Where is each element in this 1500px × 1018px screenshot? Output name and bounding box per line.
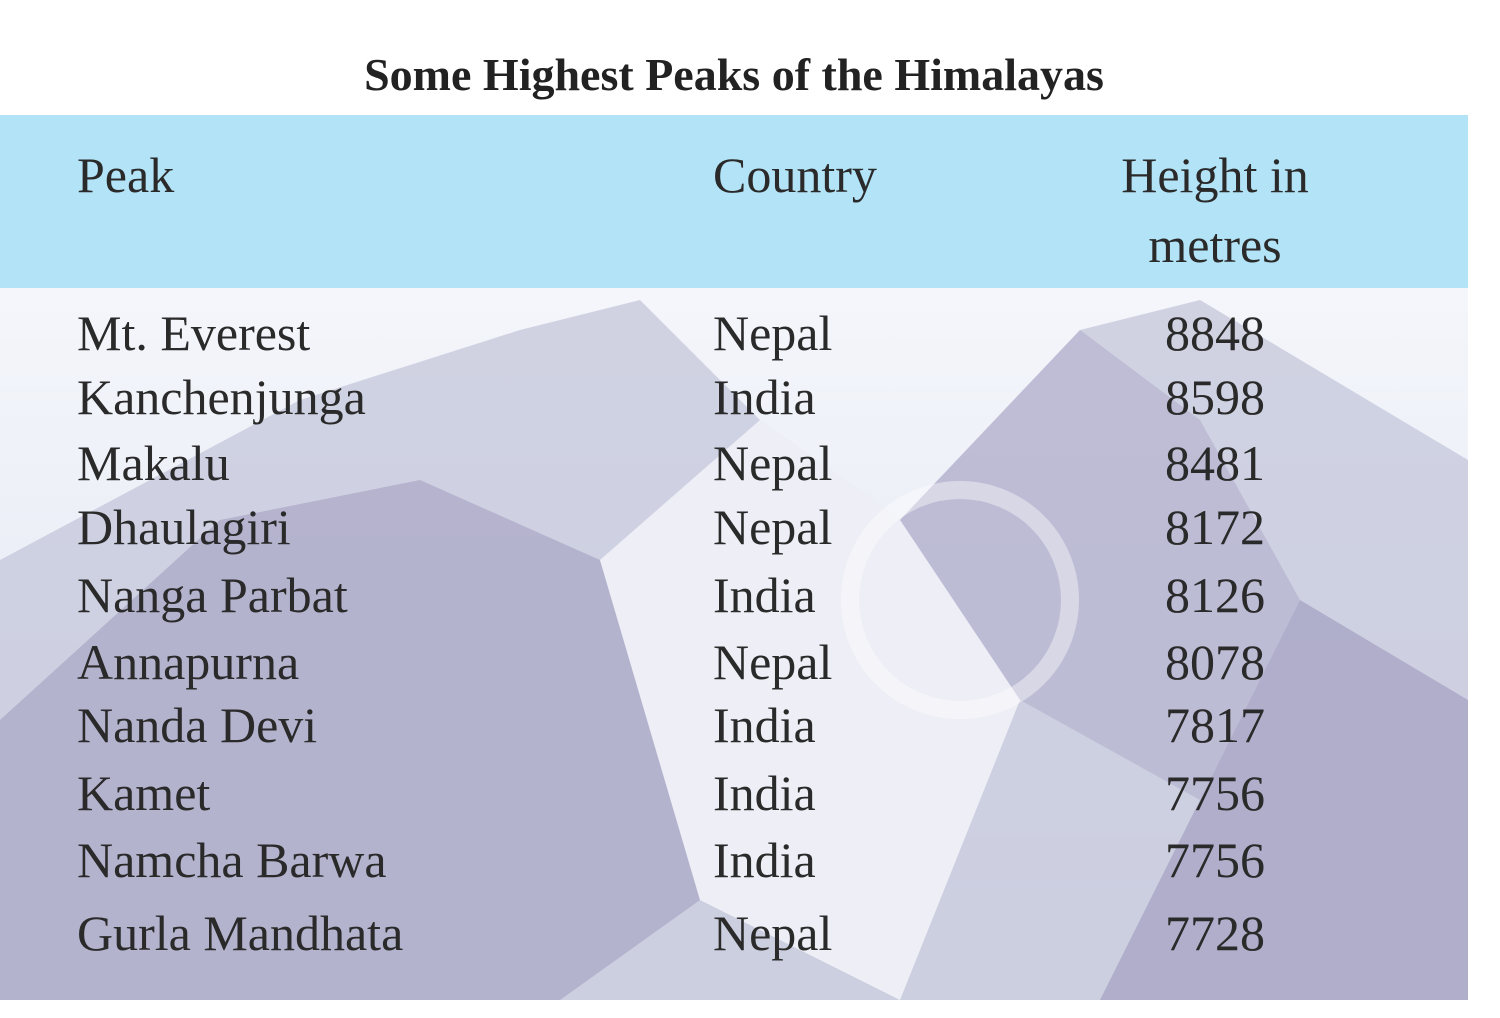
height: 8126 bbox=[1165, 567, 1265, 623]
height: 8598 bbox=[1165, 369, 1265, 425]
peak-name: Kanchenjunga bbox=[77, 369, 366, 425]
peak-name: Makalu bbox=[77, 435, 230, 491]
mountain-shadow bbox=[900, 330, 1300, 800]
column-header: Country bbox=[713, 147, 877, 203]
height: 7728 bbox=[1165, 905, 1265, 961]
country: Nepal bbox=[713, 435, 833, 491]
watermark bbox=[841, 481, 1079, 719]
country: Nepal bbox=[713, 499, 833, 555]
country: Nepal bbox=[713, 305, 833, 361]
height: 8078 bbox=[1165, 634, 1265, 690]
height: 8172 bbox=[1165, 499, 1265, 555]
country: India bbox=[713, 369, 816, 425]
column-header: Peak bbox=[77, 147, 175, 203]
height: 7756 bbox=[1165, 765, 1265, 821]
height: 8848 bbox=[1165, 305, 1265, 361]
country: India bbox=[713, 832, 816, 888]
height: 8481 bbox=[1165, 435, 1265, 491]
country: India bbox=[713, 697, 816, 753]
peak-name: Namcha Barwa bbox=[77, 832, 387, 888]
mountain-shadow bbox=[0, 480, 700, 1000]
column-header: Height in metres bbox=[1121, 147, 1309, 273]
peak-name: Annapurna bbox=[77, 634, 300, 690]
peak-name: Nanga Parbat bbox=[77, 567, 348, 623]
country: India bbox=[713, 567, 816, 623]
header-band bbox=[0, 115, 1468, 288]
height: 7756 bbox=[1165, 832, 1265, 888]
peak-name: Kamet bbox=[77, 765, 211, 821]
peak-name: Nanda Devi bbox=[77, 697, 318, 753]
mountain-shadow bbox=[1100, 600, 1468, 1000]
peak-name: Dhaulagiri bbox=[77, 499, 291, 555]
title: Some Highest Peaks of the Himalayas bbox=[364, 49, 1104, 100]
peak-name: Gurla Mandhata bbox=[77, 905, 404, 961]
snow bbox=[600, 420, 1020, 1000]
country: Nepal bbox=[713, 905, 833, 961]
height: 7817 bbox=[1165, 697, 1265, 753]
country: Nepal bbox=[713, 634, 833, 690]
country: India bbox=[713, 765, 816, 821]
peak-name: Mt. Everest bbox=[77, 305, 311, 361]
